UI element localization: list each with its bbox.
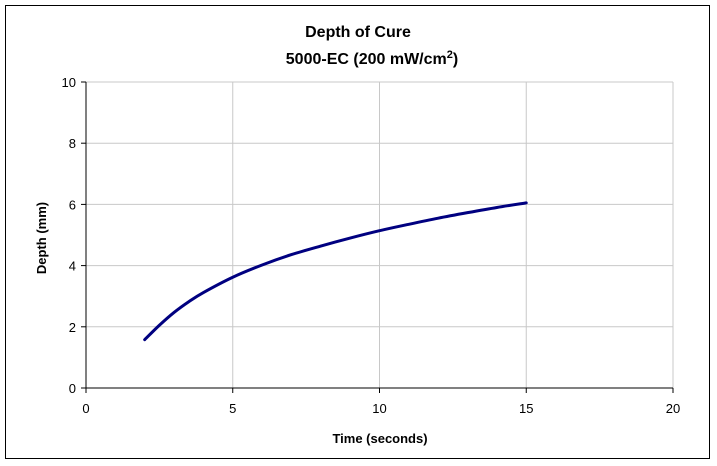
x-tick-label: 5: [229, 401, 236, 416]
y-tick-label: 10: [62, 75, 76, 90]
y-axis-label: Depth (mm): [34, 202, 49, 274]
x-tick-label: 15: [519, 401, 533, 416]
y-tick-label: 2: [69, 320, 76, 335]
y-tick-label: 0: [69, 381, 76, 396]
y-tick-label: 8: [69, 136, 76, 151]
chart-title: Depth of Cure: [305, 24, 411, 41]
series-layer: [143, 201, 528, 342]
depth-of-cure-chart: Depth of Cure 5000-EC (200 mW/cm2) 0 5 10 1…: [34, 24, 681, 446]
x-tick-label: 0: [82, 401, 89, 416]
axes: [81, 81, 674, 393]
chart-frame: Depth of Cure 5000-EC (200 mW/cm2) 0 5 10 1…: [5, 5, 710, 459]
chart-subtitle-superscript: 2: [447, 49, 453, 61]
series-line-0: [143, 201, 528, 342]
chart-subtitle-end: ): [453, 51, 458, 68]
x-tick-label: 10: [372, 401, 386, 416]
tick-labels: 0 5 10 15 20 0 2 4 6 8 10: [62, 75, 681, 416]
chart-subtitle-main: 5000-EC (200 mW/cm: [286, 51, 447, 68]
chart-subtitle: 5000-EC (200 mW/cm2): [286, 49, 458, 68]
y-tick-label: 4: [69, 259, 76, 274]
gridlines: [86, 81, 674, 388]
x-tick-label: 20: [666, 401, 680, 416]
x-axis-label: Time (seconds): [332, 431, 427, 446]
y-tick-label: 6: [69, 197, 76, 212]
